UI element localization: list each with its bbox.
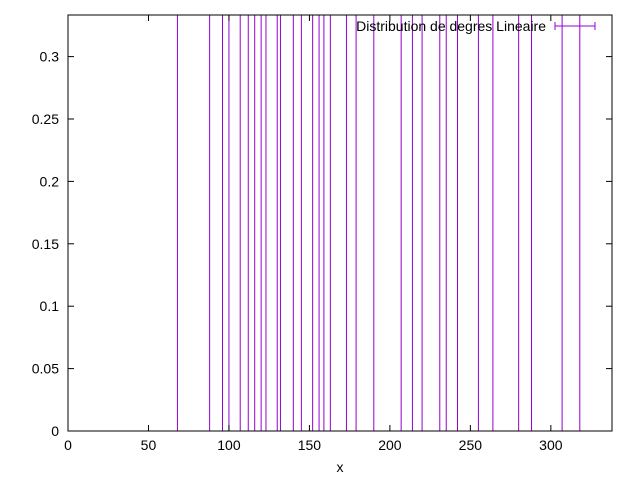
impulse-series xyxy=(176,15,613,431)
x-tick-label: 150 xyxy=(298,437,322,453)
x-tick-label: 200 xyxy=(378,437,402,453)
x-tick-label: 0 xyxy=(64,437,72,453)
legend: Distribution de degres Lineaire xyxy=(356,18,596,34)
y-tick-label: 0.2 xyxy=(40,173,60,189)
x-tick-label: 100 xyxy=(217,437,241,453)
x-axis: 0 50 100 150 200 250 300 xyxy=(64,15,563,453)
y-tick-label: 0.05 xyxy=(32,361,59,377)
x-tick-label: 300 xyxy=(539,437,563,453)
y-tick-label: 0.25 xyxy=(32,111,59,127)
x-axis-title: x xyxy=(337,459,344,475)
y-axis: 0 0.05 0.1 0.15 0.2 0.25 0.3 xyxy=(32,49,612,439)
legend-label: Distribution de degres Lineaire xyxy=(356,18,546,34)
y-tick-label: 0.1 xyxy=(40,298,60,314)
x-tick-label: 250 xyxy=(459,437,483,453)
x-tick-label: 50 xyxy=(141,437,157,453)
y-tick-label: 0.3 xyxy=(40,49,60,65)
plot-frame xyxy=(67,14,613,432)
y-tick-label: 0.15 xyxy=(32,236,59,252)
y-tick-label: 0 xyxy=(51,423,59,439)
